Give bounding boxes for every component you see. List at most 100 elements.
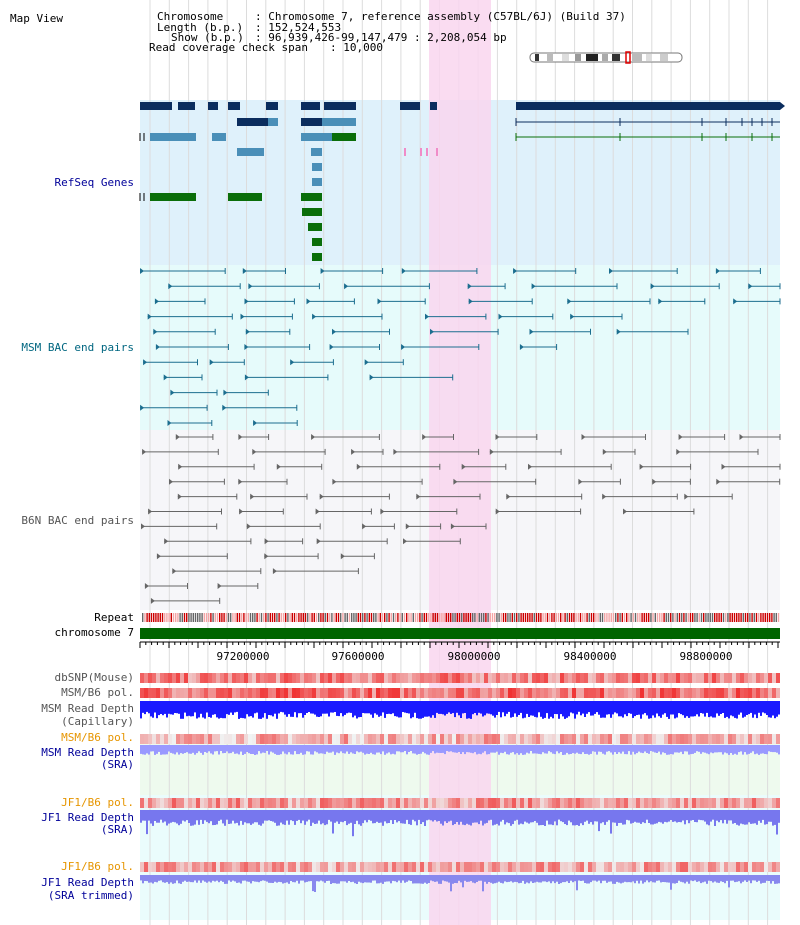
chromosome-ideogram[interactable] <box>529 51 683 64</box>
heatmap-cell <box>176 673 180 683</box>
heatmap-cell <box>532 798 536 808</box>
repeat-element <box>249 613 252 622</box>
depth-bar <box>212 875 214 881</box>
heatmap-cell <box>636 798 640 808</box>
highlight-region[interactable] <box>429 0 491 925</box>
heatmap-cell <box>376 862 380 872</box>
heatmap-cell <box>664 862 668 872</box>
msm-bac-track[interactable] <box>140 268 781 426</box>
depth-bar <box>486 701 488 714</box>
repeat-element <box>368 613 370 622</box>
heatmap-cell <box>652 673 656 683</box>
repeat-element <box>568 613 571 622</box>
depth-bar <box>554 810 556 822</box>
depth-bar <box>152 810 154 826</box>
repeat-element <box>685 613 687 622</box>
heatmap-cell <box>672 673 676 683</box>
heatmap-tracks[interactable] <box>140 673 780 872</box>
depth-bar <box>544 701 546 718</box>
depth-bar <box>238 875 240 883</box>
depth-bar <box>268 745 270 755</box>
gene-feature <box>302 208 322 216</box>
depth-bar <box>722 745 724 755</box>
depth-bar <box>588 701 590 713</box>
depth-bar <box>708 701 710 718</box>
depth-bar <box>464 745 466 755</box>
heatmap-cell <box>196 862 200 872</box>
heatmap-cell <box>204 734 208 744</box>
heatmap-cell <box>276 688 280 698</box>
depth-bar <box>222 810 224 824</box>
repeat-element <box>414 613 417 622</box>
repeat-element <box>386 613 388 622</box>
refseq-genes-track[interactable] <box>139 102 785 261</box>
heatmap-cell <box>724 734 728 744</box>
heatmap-cell <box>348 862 352 872</box>
heatmap-cell <box>212 688 216 698</box>
chromosome-bar[interactable] <box>140 628 780 639</box>
depth-bar <box>352 701 354 718</box>
depth-bar <box>754 701 756 715</box>
heatmap-cell <box>696 798 700 808</box>
depth-bar <box>644 875 646 883</box>
depth-bar <box>446 701 448 714</box>
heatmap-cell <box>368 862 372 872</box>
heatmap-cell <box>296 798 300 808</box>
repeat-element <box>593 613 595 622</box>
depth-bar <box>356 701 358 719</box>
depth-bar <box>330 745 332 753</box>
depth-bar <box>626 875 628 883</box>
depth-bar <box>288 701 290 715</box>
heatmap-cell <box>228 798 232 808</box>
heatmap-cell <box>444 798 448 808</box>
heatmap-cell <box>772 734 776 744</box>
depth-bar <box>678 701 680 714</box>
heatmap-cell <box>552 798 556 808</box>
heatmap-cell <box>612 862 616 872</box>
heatmap-cell <box>668 673 672 683</box>
depth-bar <box>480 701 482 714</box>
depth-bar <box>540 875 542 883</box>
heatmap-cell <box>284 734 288 744</box>
heatmap-cell <box>276 862 280 872</box>
read-depth-tracks[interactable] <box>140 701 780 892</box>
depth-bar <box>526 875 528 883</box>
depth-bar <box>468 701 470 719</box>
depth-bar <box>460 810 462 822</box>
depth-bar <box>752 745 754 752</box>
depth-bar <box>540 810 542 826</box>
repeat-element <box>579 613 582 622</box>
depth-bar <box>172 810 174 822</box>
repeat-element <box>276 613 278 622</box>
heatmap-cell <box>572 673 576 683</box>
repeat-track[interactable] <box>142 613 780 622</box>
depth-bar <box>446 875 448 882</box>
heatmap-cell <box>716 734 720 744</box>
repeat-element <box>661 613 663 622</box>
depth-bar <box>480 745 482 755</box>
depth-bar <box>746 810 748 825</box>
repeat-element <box>573 613 575 622</box>
repeat-element <box>751 613 753 622</box>
depth-bar <box>564 875 566 883</box>
depth-bar <box>360 701 362 717</box>
depth-bar <box>196 701 198 719</box>
heatmap-cell <box>340 798 344 808</box>
bac-end-marker <box>602 448 607 455</box>
repeat-element <box>197 613 199 622</box>
repeat-element <box>170 613 172 622</box>
depth-bar <box>426 745 428 755</box>
depth-bar <box>624 701 626 715</box>
b6n-bac-track[interactable] <box>141 434 781 604</box>
depth-bar <box>724 810 726 820</box>
depth-bar <box>776 875 778 884</box>
heatmap-cell <box>224 688 228 698</box>
heatmap-cell <box>404 862 408 872</box>
heatmap-cell <box>712 734 716 744</box>
repeat-element <box>628 613 630 622</box>
heatmap-cell <box>456 688 460 698</box>
bac-end-marker <box>272 568 277 575</box>
heatmap-cell <box>476 734 480 744</box>
depth-bar <box>664 745 666 754</box>
